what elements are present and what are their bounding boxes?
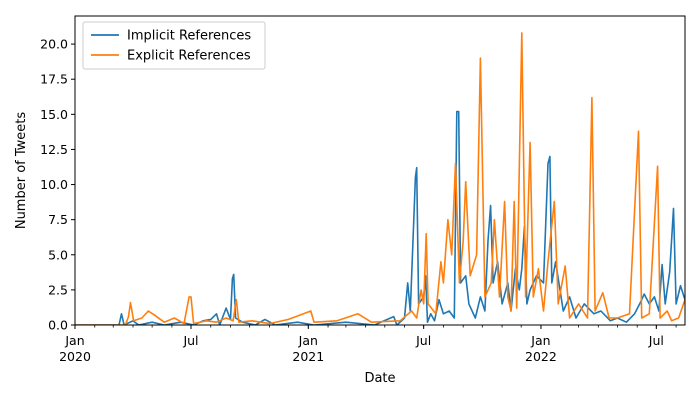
y-tick-label: 10.0: [40, 177, 68, 192]
x-tick-label: Jul: [415, 333, 431, 348]
y-tick-label: 5.0: [48, 247, 68, 262]
y-axis-title: Number of Tweets: [14, 112, 29, 230]
legend-label-explicit: Explicit References: [127, 49, 251, 64]
legend-box: [82, 21, 266, 70]
y-tick-label: 12.5: [40, 142, 68, 157]
x-tick-label: Jul: [648, 333, 664, 348]
x-tick-year-label: 2020: [59, 349, 91, 364]
y-tick-label: 20.0: [40, 37, 68, 52]
x-axis-title: Date: [364, 371, 395, 386]
legend-label-implicit: Implicit References: [127, 29, 251, 44]
y-axis: 0.0 2.5 5.0 7.5 10.0 12.5 15.0 17.5 20.0: [40, 37, 75, 333]
y-tick-label: 0.0: [48, 318, 68, 333]
x-tick-label: Jul: [182, 333, 198, 348]
y-tick-label: 7.5: [48, 212, 68, 227]
series-line-implicit: [75, 110, 685, 325]
y-tick-label: 15.0: [40, 107, 68, 122]
legend: Implicit References Explicit References: [82, 21, 266, 70]
x-tick-year-label: 2022: [525, 349, 557, 364]
plot-frame: [74, 15, 686, 326]
x-tick-label: Jan: [64, 333, 84, 348]
x-tick-label: Jan: [530, 333, 550, 348]
x-tick-year-label: 2021: [292, 349, 324, 364]
series-line-explicit: [75, 32, 685, 325]
y-tick-label: 2.5: [48, 282, 68, 297]
y-tick-label: 17.5: [40, 72, 68, 87]
x-tick-label: Jan: [298, 333, 318, 348]
plot-lines: [75, 32, 685, 325]
